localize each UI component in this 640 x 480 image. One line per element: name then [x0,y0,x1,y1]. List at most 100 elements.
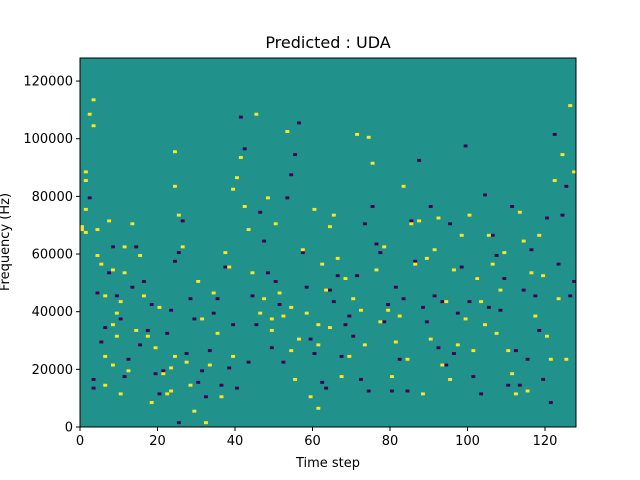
heatmap-cell-low [421,305,425,309]
heatmap-cell-high [564,357,569,361]
heatmap-cell-high [409,222,414,226]
heatmap-cell-low [219,383,224,387]
heatmap-cell-high [517,210,522,214]
y-axis-label: Frequency (Hz) [0,193,13,291]
heatmap-cell-high [111,323,115,327]
heatmap-cell-low [324,386,329,390]
heatmap-cell-high [289,349,294,353]
heatmap-cell-high [552,179,557,183]
heatmap-cell-high [343,277,348,281]
heatmap-cell-high [285,130,290,133]
heatmap-cell-low [347,314,352,318]
heatmap-cell-low [227,366,232,370]
y-axis: 0 20000 40000 60000 80000 100000 120000 [23,75,80,436]
heatmap-cell-high [316,323,321,327]
heatmap-cell-low [409,219,414,223]
heatmap-cell-low [87,196,92,200]
heatmap-cell-high [316,343,321,347]
heatmap-cell-high [328,326,332,330]
heatmap-cell-high [374,268,379,272]
heatmap-cell-high [514,392,518,396]
heatmap-cell-high [111,363,115,367]
heatmap-cell-high [320,262,325,266]
y-tick-label: 80000 [32,190,73,205]
heatmap-cell-low [223,265,228,269]
heatmap-cell-high [269,328,274,332]
heatmap-cell-high [103,354,108,358]
y-tick-label: 0 [65,421,73,436]
heatmap-cell-high [289,305,294,309]
heatmap-cell-low [444,363,449,367]
heatmap-cell-low [568,294,573,298]
heatmap-cell-low [254,323,259,327]
heatmap-cell-low [355,274,360,278]
heatmap-cell-low [258,210,263,214]
heatmap-cell-high [421,392,425,396]
heatmap-cell-low [95,291,100,295]
heatmap-cell-low [149,303,154,306]
heatmap-cell-low [196,380,201,384]
heatmap-cell-low [215,297,220,301]
heatmap-cell-low [138,343,143,347]
heatmap-cell-high [173,354,177,358]
heatmap-cell-low [525,357,530,361]
heatmap-cell-high [215,331,220,335]
heatmap-cell-high [169,389,174,393]
heatmap-cell-high [413,262,418,266]
heatmap-cell-high [448,377,453,381]
heatmap-cell-low [463,144,468,148]
heatmap-cell-low [122,375,127,379]
heatmap-cell-low [541,377,546,381]
heatmap-cell-low [479,392,484,396]
x-tick-label: 0 [76,434,84,449]
heatmap-cell-low [103,326,108,330]
heatmap-cell-high [304,311,309,315]
heatmap-cell-high [91,98,96,102]
heatmap-cell-high [130,222,135,226]
heatmap-cell-high [467,213,472,217]
heatmap-cell-high [417,219,422,223]
heatmap-cell-high [145,334,150,338]
heatmap-cell-high [525,389,530,393]
heatmap-cell-high [107,219,112,223]
heatmap-cell-high [293,377,298,381]
heatmap-cell-high [118,300,123,304]
heatmap-cell-high [246,228,251,232]
heatmap-cell-high [126,369,131,373]
heatmap-cell-low [308,337,313,341]
heatmap-cell-high [114,311,119,315]
heatmap-cell-low [118,317,123,321]
heatmap-cell-low [529,248,534,252]
heatmap-cell-low [134,245,139,249]
heatmap-cell-high [192,409,197,413]
heatmap-cell-low [436,346,441,350]
heatmap-cell-low [351,334,356,338]
heatmap-cell-low [486,305,491,309]
heatmap-cell-high [362,343,367,347]
heatmap-cell-high [80,228,84,232]
x-tick-label: 80 [382,434,399,449]
heatmap-cell-high [161,372,166,376]
heatmap-cell-high [351,297,356,301]
heatmap-cell-low [440,300,445,304]
heatmap-cell-high [114,334,119,338]
heatmap-cell-low [130,285,135,289]
heatmap-cell-high [529,271,534,275]
heatmap-cell-high [312,207,317,211]
x-tick-label: 20 [149,434,166,449]
heatmap-cell-high [382,245,387,249]
heatmap-cell-low [107,271,112,275]
heatmap-cell-low [498,308,503,312]
heatmap-cell-high [494,331,499,335]
heatmap-cell-low [417,158,422,162]
heatmap-cell-high [273,222,278,226]
heatmap-cell-high [134,328,139,332]
heatmap-cell-high [490,262,495,266]
heatmap-cell-high [111,268,115,272]
heatmap-cell-low [153,372,158,376]
heatmap-cell-low [262,239,267,243]
heatmap-cell-high [223,251,228,255]
heatmap-cell-high [475,277,480,281]
heatmap-cell-low [572,279,577,283]
heatmap-cell-high [207,363,212,367]
